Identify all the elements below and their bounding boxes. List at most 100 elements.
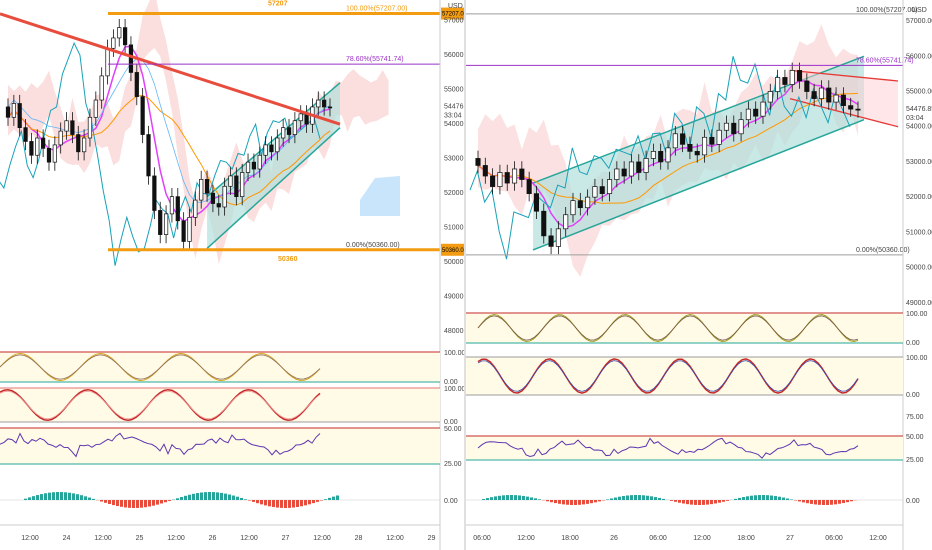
left-base-line (7, 58, 331, 203)
right-candle-body (694, 151, 700, 156)
left-macd-bar (316, 500, 319, 502)
right-candle-body (636, 161, 642, 173)
left-osc-tick: 0.00 (444, 419, 458, 426)
left-candle-body (35, 137, 40, 156)
right-price-tick: 54000.00 (906, 124, 932, 131)
left-osc-band-stoch (0, 352, 440, 382)
right-time-tick: 06:00 (825, 535, 843, 542)
left-price-tick: 48000.00 (444, 328, 466, 335)
left-macd-bar (128, 500, 131, 508)
left-time-tick: 25 (136, 535, 144, 542)
right-candle-body (519, 168, 525, 180)
right-macd-bar (750, 495, 753, 500)
right-price-tick: 52000.00 (906, 194, 932, 201)
right-candle-body (680, 133, 686, 145)
right-candle-body (614, 168, 620, 180)
right-macd-bar (634, 495, 637, 500)
left-price-ticks: 57000.00 56000.00 55000.00 54000.00 53000.00… (444, 18, 466, 336)
left-macd-bar (40, 494, 43, 500)
left-candle-body (240, 172, 245, 197)
left-candle-body (275, 137, 280, 153)
right-candle-body (665, 147, 671, 163)
right-macd-bar (686, 500, 689, 505)
right-macd-bar (722, 500, 725, 502)
left-macd-bar (320, 500, 323, 501)
left-macd-bar (48, 492, 51, 500)
right-red-channel-upper (789, 69, 899, 82)
right-price-tick: 55000.00 (906, 89, 932, 96)
right-osc-signal-stoch (477, 315, 859, 341)
right-macd-bar (746, 496, 749, 500)
left-macd-bar (212, 492, 215, 500)
left-osc-line-rsi (0, 432, 321, 458)
panel-divider[interactable] (464, 0, 466, 550)
right-candle-body (555, 228, 561, 247)
right-macd-bar (538, 499, 541, 500)
right-macd-bar (758, 495, 761, 500)
left-candle-body (87, 116, 93, 139)
left-time-tick: 12:00 (94, 535, 112, 542)
right-price-tick: 57000.00 (906, 18, 932, 25)
right-drawings: 100.00%(57207.00) 78.60%(55741.74) 0.00%(5… (466, 7, 932, 256)
left-candle-body (204, 179, 210, 194)
left-time-tick: 12:00 (313, 535, 331, 542)
left-candle-body (181, 220, 186, 242)
right-macd-bar (818, 500, 821, 505)
right-macd-bar (582, 500, 585, 505)
right-candle-body (811, 91, 817, 99)
left-macd-bar (228, 494, 231, 500)
left-macd-bar (236, 496, 239, 500)
left-candle-body (46, 148, 52, 163)
right-macd-bar (626, 495, 629, 500)
left-candle-body (286, 127, 292, 135)
right-macd-bar (726, 500, 729, 501)
right-macd-bar (654, 497, 657, 500)
left-price-tick: 57000.00 (444, 18, 466, 25)
left-macd-bar (336, 495, 339, 500)
right-macd-bar (534, 498, 537, 500)
left-badge-current: 54476.85 (444, 104, 466, 111)
left-candle-body (263, 144, 268, 156)
left-macd-bar (56, 492, 59, 500)
right-candle-body (745, 108, 751, 121)
right-macd-bar (718, 500, 721, 503)
right-candle-body (855, 108, 861, 111)
right-osc-band-rsi (466, 436, 903, 460)
right-candle-body (570, 200, 576, 216)
left-osc-tick: 100.00 (444, 386, 466, 393)
left-macd-bar (324, 499, 327, 500)
left-candle-body (52, 144, 57, 163)
right-macd-bar (498, 495, 501, 500)
right-candle-body (585, 196, 591, 209)
left-candle-body (228, 175, 233, 187)
right-candle-body (650, 151, 656, 159)
left-macd-bar (232, 495, 235, 500)
right-candle-body (504, 172, 510, 184)
left-macd-bar (164, 500, 167, 503)
right-macd-bar (814, 500, 817, 505)
left-candle-body (199, 179, 204, 201)
right-candle-body (826, 87, 832, 103)
right-macd-bar (678, 500, 681, 503)
right-candle-body (548, 235, 554, 247)
left-macd-bar (132, 500, 135, 508)
left-macd-bar (224, 493, 227, 500)
right-macd-bar (642, 495, 645, 500)
right-macd-bar (570, 500, 573, 505)
right-time-tick: 26 (610, 535, 618, 542)
right-macd-tick: 0.00 (906, 498, 920, 505)
right-candle-body (628, 161, 635, 177)
left-macd-bar (208, 492, 211, 500)
right-macd-bar (586, 500, 589, 504)
right-macd-bar (762, 495, 765, 500)
right-time-tick: 12:00 (693, 535, 711, 542)
left-candle-body (234, 175, 239, 197)
left-macd-bar (308, 500, 311, 505)
left-downtrend-line (0, 12, 341, 126)
left-candle-body (322, 99, 327, 108)
left-macd-bar (176, 498, 179, 500)
left-macd-bar (264, 500, 267, 506)
left-macd-bar (188, 494, 191, 500)
left-chart[interactable]: 100.00%(57207.00) 78.60%(55741.74) 0.00%(5… (0, 0, 466, 550)
